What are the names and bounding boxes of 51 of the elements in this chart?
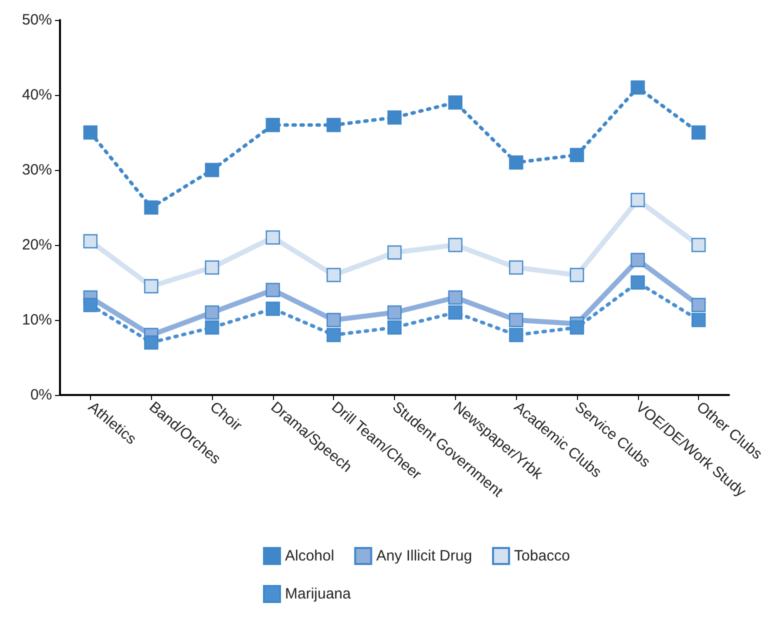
point [448,305,462,320]
legend-label: Any Illicit Drug [376,548,472,564]
y-tick-label: 10% [22,312,52,328]
y-tick-label: 40% [22,86,52,104]
point [266,282,280,298]
point [387,305,402,320]
point [509,155,524,170]
point [691,312,706,328]
point [630,252,645,268]
legend-label: Tobacco [514,548,570,564]
point [266,302,280,316]
point [570,320,584,335]
y-tick-label: 30% [22,162,52,178]
point [448,290,462,305]
point [630,275,645,290]
point [387,320,402,335]
legend-label: Alcohol [285,548,334,564]
point [144,279,158,294]
y-tick-label: 50% [22,12,52,28]
point [691,298,706,312]
point [691,238,706,252]
point [204,320,220,335]
point [144,335,158,350]
point [83,125,98,140]
point [691,125,706,140]
point [83,234,98,248]
point [509,260,524,275]
point [144,200,158,215]
point [204,260,220,275]
point [630,80,645,95]
point [266,118,280,132]
point [570,268,584,282]
point [83,298,98,312]
y-tick-label: 20% [22,236,52,254]
point [204,162,220,178]
point [448,95,462,110]
point [204,305,220,320]
point [326,312,341,328]
y-tick-label: 0% [30,386,52,404]
point [326,118,341,132]
point [570,148,584,162]
point [448,238,462,252]
point [387,110,402,125]
point [326,328,341,342]
point [266,230,280,245]
point [509,312,524,328]
point [630,192,645,208]
legend-label: Marijuana [285,586,352,602]
point [387,245,402,260]
point [326,268,341,282]
point [509,328,524,342]
